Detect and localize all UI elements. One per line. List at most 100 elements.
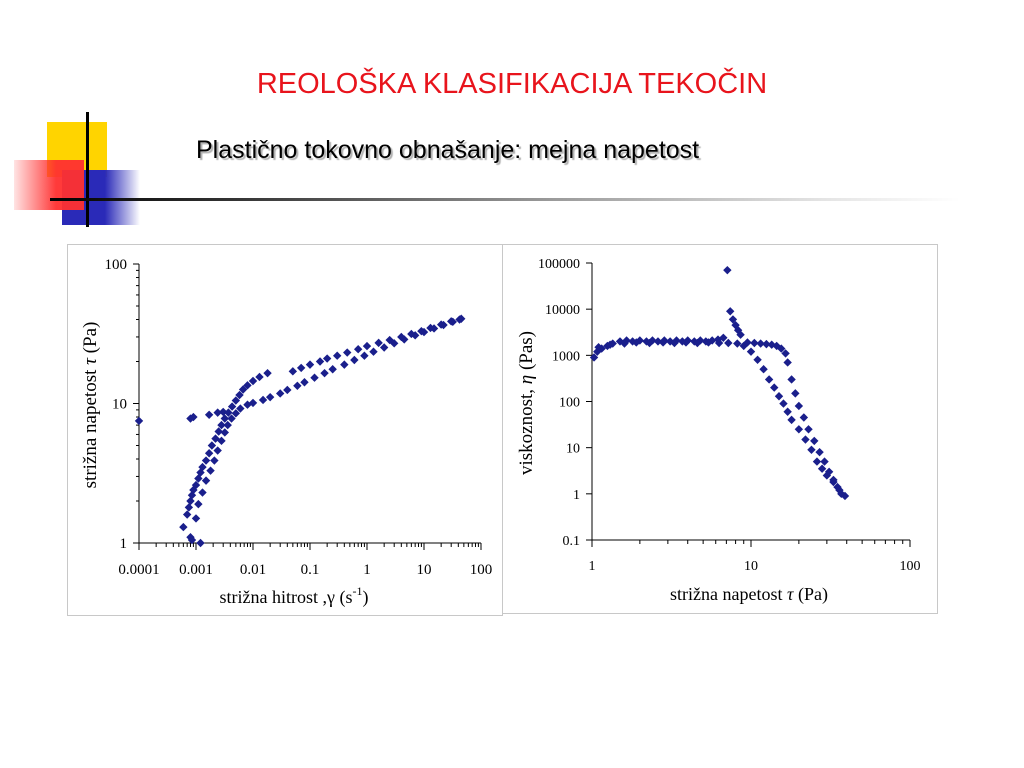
data-point	[815, 447, 824, 457]
data-point	[767, 340, 776, 349]
data-point	[746, 347, 756, 356]
x-tick-label: 100	[900, 559, 921, 574]
data-point	[213, 408, 222, 417]
data-point	[385, 335, 394, 345]
data-point	[235, 390, 244, 400]
chart-frame-viscosity: 1 10 100 0.1 1 10 100 1000 10000 100000 strižna …	[502, 244, 938, 614]
y-tick-label: 10	[566, 442, 580, 457]
data-point	[799, 413, 809, 422]
data-point	[455, 315, 464, 324]
x-tick-label: 0.1	[301, 562, 320, 578]
data-point	[275, 389, 285, 398]
data-point	[293, 381, 302, 390]
data-point	[794, 425, 804, 434]
data-point	[201, 476, 211, 485]
data-point	[817, 464, 827, 473]
x-tick-label: 0.001	[179, 562, 213, 578]
data-point	[791, 389, 800, 398]
data-point	[218, 407, 228, 417]
data-point	[733, 326, 743, 335]
data-point	[728, 315, 738, 324]
y-tick-label: 1	[573, 488, 580, 503]
data-point	[182, 510, 192, 519]
data-point	[283, 385, 292, 395]
slide-title: REOLOŠKA KLASIFIKACIJA TEKOČIN	[256, 68, 768, 100]
data-point	[191, 514, 201, 523]
deco-vertical-line	[86, 112, 89, 227]
data-point	[255, 372, 264, 382]
data-point	[179, 522, 188, 532]
data-point	[263, 368, 272, 378]
data-point	[322, 354, 332, 363]
deco-red-square	[14, 160, 84, 210]
y-tick-label: 100	[559, 396, 580, 411]
chart-shear-stress-vs-rate: 0.0001 0.001 0.01 0.1 1 10 100 1 10 100 strižna …	[80, 257, 493, 608]
data-point	[407, 329, 416, 339]
data-point	[186, 414, 195, 423]
data-point	[426, 323, 435, 333]
data-point	[714, 338, 724, 348]
data-point	[770, 383, 779, 392]
data-point	[343, 348, 352, 357]
slide-subtitle: Plastično tokovno obnašanje: mejna napet…	[196, 136, 700, 164]
data-point	[397, 332, 406, 342]
data-point	[310, 373, 319, 382]
data-point	[787, 375, 796, 384]
data-point	[417, 326, 426, 336]
data-point	[589, 353, 599, 362]
data-point	[189, 412, 198, 422]
data-point	[194, 499, 203, 509]
data-point	[227, 402, 237, 411]
data-point	[231, 409, 241, 418]
data-point	[204, 410, 214, 419]
data-point	[807, 445, 816, 454]
data-point	[812, 457, 822, 466]
data-point	[379, 343, 389, 352]
data-point	[810, 436, 819, 446]
data-point	[231, 396, 241, 405]
data-point	[320, 368, 329, 378]
data-point	[296, 363, 306, 373]
chart-viscosity-vs-stress: 1 10 100 0.1 1 10 100 1000 10000 100000 strižna …	[516, 257, 921, 605]
data-point	[362, 341, 372, 351]
x-axis-label: strižna napetost τ (Pa)	[670, 584, 828, 605]
data-point	[804, 425, 813, 434]
data-point	[220, 428, 229, 437]
data-point	[220, 414, 229, 423]
x-tick-label: 1	[363, 562, 371, 578]
data-point	[783, 358, 792, 367]
data-point	[369, 347, 378, 356]
data-point	[783, 407, 792, 416]
data-point	[332, 351, 342, 360]
data-point	[236, 404, 245, 413]
data-point	[726, 307, 735, 316]
data-point	[436, 320, 446, 329]
data-point	[196, 538, 205, 548]
data-point	[764, 375, 774, 384]
data-point	[759, 365, 768, 374]
data-point	[214, 427, 223, 436]
data-point	[762, 339, 771, 349]
y-axis-label: strižna napetost τ (Pa)	[80, 322, 101, 489]
chart-frame-shear-stress: 0.0001 0.001 0.01 0.1 1 10 100 1 10 100 strižna …	[67, 244, 503, 616]
data-point	[840, 491, 850, 501]
data-point	[186, 533, 195, 542]
data-point	[204, 449, 214, 458]
y-tick-label: 100000	[538, 257, 580, 272]
y-tick-label: 1	[120, 536, 128, 552]
data-point	[201, 456, 211, 465]
data-point	[446, 317, 456, 326]
data-point	[224, 408, 233, 417]
data-point	[374, 338, 383, 348]
data-point	[605, 340, 615, 349]
data-point	[670, 338, 679, 348]
x-tick-label: 100	[470, 562, 493, 578]
data-point	[829, 475, 838, 485]
data-point	[753, 355, 762, 365]
data-point	[191, 480, 201, 490]
x-tick-label: 1	[589, 559, 596, 574]
y-tick-label: 1000	[552, 349, 580, 364]
data-point	[833, 482, 842, 492]
x-tick-label: 10	[417, 562, 432, 578]
data-point	[620, 339, 629, 348]
